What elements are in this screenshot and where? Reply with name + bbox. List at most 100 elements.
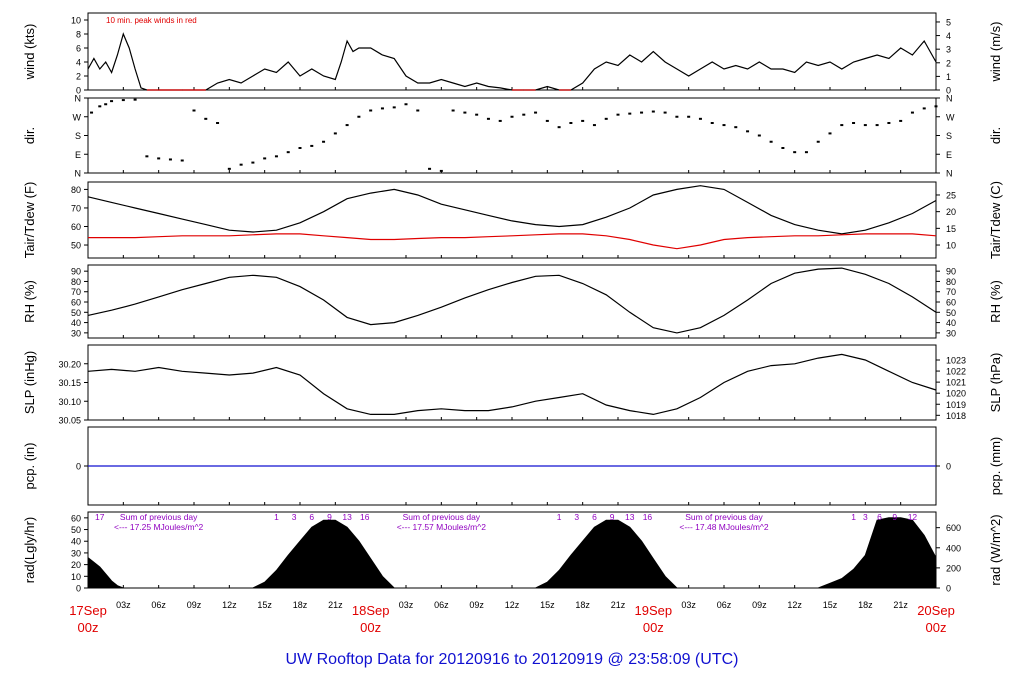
direction-point: [345, 124, 349, 127]
direction-point: [887, 122, 891, 124]
direction-point: [746, 130, 750, 133]
right-tick-label: E: [946, 150, 952, 160]
right-tick-label: 0: [946, 462, 951, 472]
direction-point: [899, 119, 903, 122]
direction-point: [828, 132, 832, 135]
time-tick-label: 15z: [823, 600, 838, 610]
solar-hour-label: 6: [309, 512, 314, 522]
direction-point: [557, 126, 561, 129]
direction-point: [216, 122, 220, 124]
series-line-wind-0: [87, 32, 937, 91]
date-time-label: 00z: [360, 620, 381, 635]
left-tick-label: 80: [71, 277, 81, 287]
left-tick-label: 30.20: [58, 359, 81, 369]
left-axis-title: Tair/Tdew (F): [22, 182, 37, 259]
direction-point: [274, 155, 278, 158]
direction-point: [357, 115, 361, 118]
left-tick-label: 30: [71, 548, 81, 558]
right-axis-title: RH (%): [988, 280, 1003, 323]
direction-point: [251, 161, 255, 164]
left-tick-label: 40: [71, 537, 81, 547]
right-tick-label: 1020: [946, 389, 966, 399]
time-tick-label: 09z: [752, 600, 767, 610]
time-tick-label: 12z: [787, 600, 802, 610]
panel-slp: 30.05 30.10 30.15 30.20 10181019102010211022…: [22, 344, 1003, 426]
date-time-label: 00z: [78, 620, 99, 635]
date-time-label: 00z: [643, 620, 664, 635]
direction-point: [875, 124, 879, 127]
left-axis-title: rad(Lgly/hr): [22, 517, 37, 583]
right-axis-title: dir.: [988, 127, 1003, 144]
right-axis-title: Tair/Tdew (C): [988, 181, 1003, 259]
right-tick-label: 0: [946, 584, 951, 594]
right-tick-label: 0: [946, 86, 951, 96]
time-tick-label: 18z: [858, 600, 873, 610]
solar-hour-label: 6: [877, 512, 882, 522]
right-tick-label: 3: [946, 45, 951, 55]
solar-hour-label: 16: [360, 512, 370, 522]
radiation-note-title: Sum of previous day: [403, 512, 481, 522]
direction-point: [298, 147, 302, 149]
direction-point: [922, 107, 926, 110]
figure-title: UW Rooftop Data for 20120916 to 20120919…: [285, 651, 739, 668]
direction-point: [651, 110, 655, 113]
radiation-note-value: <--- 17.57 MJoules/m^2: [397, 522, 487, 532]
left-tick-label: 40: [71, 318, 81, 328]
left-tick-label: 70: [71, 287, 81, 297]
time-tick-label: 09z: [187, 600, 202, 610]
right-tick-label: 40: [946, 318, 956, 328]
left-tick-label: 0: [76, 462, 81, 472]
left-tick-label: 60: [71, 222, 81, 232]
direction-point: [863, 124, 867, 127]
left-tick-label: 20: [71, 560, 81, 570]
direction-point: [227, 167, 231, 170]
radiation-area: [87, 517, 937, 589]
solar-hour-label: 13: [625, 512, 635, 522]
direction-point: [510, 115, 514, 118]
left-tick-label: 70: [71, 203, 81, 213]
direction-point: [852, 122, 856, 124]
time-tick-label: 18z: [575, 600, 590, 610]
plot-frame: [87, 97, 937, 174]
direction-point: [121, 99, 125, 102]
direction-point: [675, 115, 679, 118]
solar-hour-label: 17: [95, 512, 105, 522]
left-tick-label: 30.15: [58, 378, 81, 388]
direction-point: [734, 126, 738, 129]
direction-point: [392, 106, 396, 109]
direction-point: [793, 151, 797, 154]
direction-point: [380, 107, 384, 110]
left-tick-label: 80: [71, 185, 81, 195]
right-tick-label: 1018: [946, 411, 966, 421]
right-tick-label: 15: [946, 224, 956, 234]
series-line-slp-0: [87, 353, 937, 416]
left-tick-label: 0: [76, 584, 81, 594]
direction-point: [110, 100, 114, 103]
time-tick-label: 03z: [681, 600, 696, 610]
right-tick-label: N: [946, 169, 953, 179]
time-tick-label: 15z: [540, 600, 555, 610]
time-tick-label: 03z: [399, 600, 414, 610]
direction-point: [333, 132, 337, 135]
right-tick-label: 600: [946, 523, 961, 533]
left-tick-label: 0: [76, 86, 81, 96]
direction-point: [98, 105, 102, 108]
left-tick-label: 50: [71, 241, 81, 251]
time-tick-label: 21z: [328, 600, 343, 610]
plot-frame: [87, 181, 937, 259]
direction-point: [687, 115, 691, 118]
series-line-temp-1: [88, 233, 937, 250]
direction-point: [463, 111, 467, 114]
solar-hour-label: 3: [574, 512, 579, 522]
date-label: 20Sep: [917, 603, 955, 618]
direction-point: [133, 98, 137, 101]
solar-hour-label: 6: [592, 512, 597, 522]
solar-hour-label: 9: [892, 512, 897, 522]
direction-point: [310, 144, 314, 147]
left-tick-label: 6: [76, 44, 81, 54]
right-tick-label: 400: [946, 543, 961, 553]
right-tick-label: 2: [946, 58, 951, 68]
direction-point: [581, 119, 585, 122]
